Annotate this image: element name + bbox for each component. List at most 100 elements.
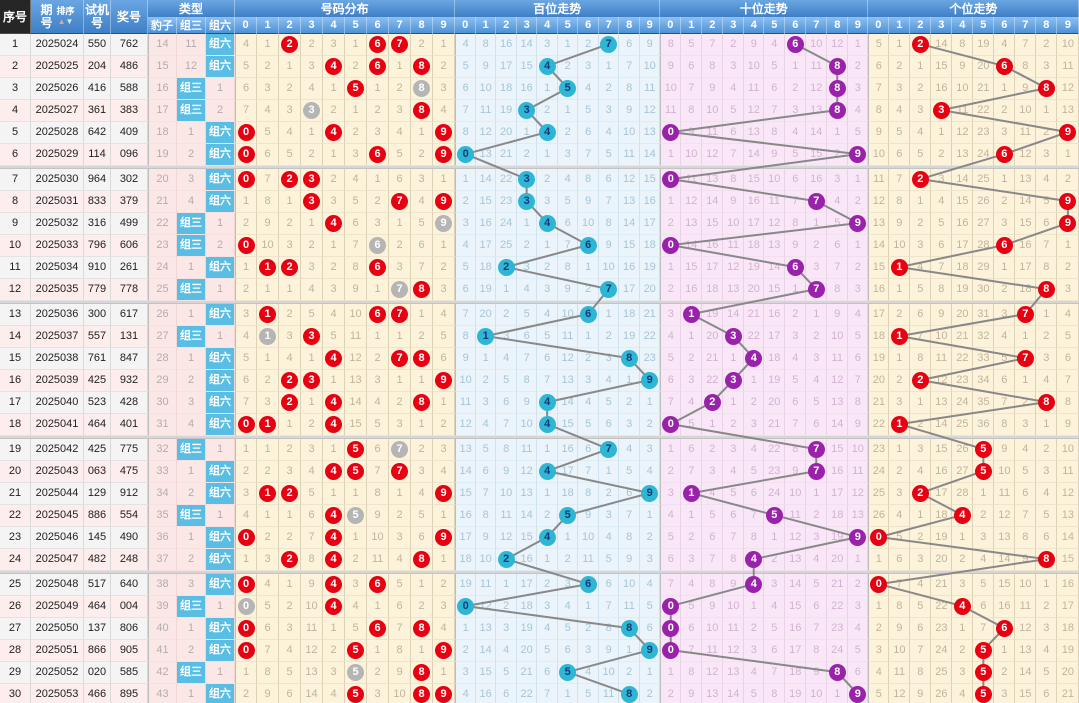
period-cell: 2025032: [31, 213, 84, 235]
hundreds-cell: 12: [476, 596, 497, 618]
hundreds-cell: 10: [619, 122, 641, 144]
hundreds-cell: 1: [496, 279, 518, 301]
dist-digit-circle: 9: [435, 214, 453, 232]
units-cell: 8: [868, 100, 890, 122]
tens-digit-circle: 4: [745, 550, 763, 568]
hundreds-cell: 1: [537, 439, 559, 461]
dist-cell: 11: [301, 618, 324, 640]
hundreds-cell: 4: [537, 56, 559, 78]
hundreds-cell: 5: [455, 257, 477, 279]
hundreds-cell: 13: [558, 370, 579, 392]
units-cell: 9: [1057, 414, 1079, 436]
hundreds-cell: 18: [496, 78, 518, 100]
hundreds-cell: 3: [517, 257, 538, 279]
units-cell: 12: [1015, 144, 1037, 166]
hundreds-cell: 8: [619, 618, 641, 640]
units-cell: 5: [1015, 461, 1037, 483]
tens-cell: 1: [660, 662, 682, 684]
hundreds-cell: 5: [578, 100, 600, 122]
sort-desc-icon[interactable]: ▼: [65, 17, 74, 26]
units-cell: 3: [910, 100, 932, 122]
units-cell: 9: [1057, 191, 1079, 213]
units-cell: 5: [910, 596, 932, 618]
dist-digit-circle: 0: [237, 528, 255, 546]
units-cell: 1: [1036, 100, 1058, 122]
dist-cell: 14: [345, 392, 368, 414]
tens-cell: 2: [723, 414, 745, 436]
units-cell: 7: [868, 78, 890, 100]
units-cell: 3: [1015, 414, 1037, 436]
hundreds-cell: 1: [517, 122, 538, 144]
units-cell: 14: [931, 414, 953, 436]
tens-cell: 11: [723, 618, 745, 640]
tens-cell: 8: [848, 392, 869, 414]
hundreds-cell: 8: [496, 439, 518, 461]
type-cell: 1: [206, 279, 236, 301]
prize-cell: 004: [111, 596, 148, 618]
hundreds-cell: 3: [578, 370, 600, 392]
tens-cell: 16: [827, 461, 849, 483]
dist-digit-circle: 4: [325, 349, 343, 367]
units-cell: 1: [889, 414, 911, 436]
dist-cell: 3: [235, 304, 258, 326]
hundreds-cell: 4: [599, 527, 620, 549]
units-cell: 3: [1036, 144, 1058, 166]
hundreds-cell: 7: [578, 461, 600, 483]
hundreds-cell: 1: [558, 100, 579, 122]
header-digit: 6: [785, 17, 807, 34]
dist-cell: 9: [433, 370, 456, 392]
tens-cell: 13: [764, 235, 786, 257]
units-cell: 9: [931, 304, 953, 326]
dist-cell: 2: [279, 34, 302, 56]
dist-digit-circle: 2: [281, 484, 299, 502]
units-cell: 16: [1057, 574, 1079, 596]
hundreds-digit-circle: 3: [518, 192, 536, 210]
dist-cell: 0: [235, 596, 258, 618]
tens-cell: 16: [702, 235, 724, 257]
hundreds-cell: 8: [619, 348, 641, 370]
type-cell: 2: [206, 100, 236, 122]
units-cell: 1: [889, 439, 911, 461]
tens-digit-circle: 0: [662, 641, 680, 659]
hundreds-cell: 11: [640, 78, 661, 100]
period-cell: 2025048: [31, 574, 84, 596]
hundreds-cell: 1: [640, 662, 661, 684]
hundreds-cell: 4: [537, 414, 559, 436]
dist-cell: 1: [367, 326, 390, 348]
tens-cell: 21: [744, 304, 765, 326]
dist-cell: 4: [323, 56, 346, 78]
dist-cell: 7: [389, 191, 412, 213]
dist-digit-circle: 6: [369, 236, 387, 254]
tens-cell: 1: [785, 56, 807, 78]
units-cell: 1: [973, 483, 995, 505]
units-cell: 8: [952, 34, 974, 56]
dist-cell: 6: [433, 348, 456, 370]
header-distribution: 号码分布: [235, 0, 456, 17]
units-cell: 5: [1057, 326, 1079, 348]
units-digit-circle: 3: [932, 101, 950, 119]
units-cell: 8: [910, 662, 932, 684]
hundreds-cell: 8: [455, 326, 477, 348]
dist-cell: 2: [235, 213, 258, 235]
test-cell: 482: [84, 549, 111, 571]
hundreds-cell: 4: [578, 392, 600, 414]
hundreds-cell: 16: [558, 439, 579, 461]
hundreds-cell: 21: [517, 662, 538, 684]
hundreds-cell: 13: [476, 618, 497, 640]
dist-cell: 8: [257, 191, 280, 213]
dist-digit-circle: 3: [303, 327, 321, 345]
sort-widget[interactable]: 排序 ▲▼: [56, 7, 74, 26]
hundreds-cell: 4: [476, 414, 497, 436]
hundreds-cell: 0: [455, 144, 477, 166]
hundreds-cell: 2: [558, 549, 579, 571]
hundreds-cell: 11: [619, 144, 641, 166]
hundreds-cell: 4: [537, 392, 559, 414]
hundreds-cell: 17: [517, 574, 538, 596]
dist-cell: 2: [301, 414, 324, 436]
type-cell: 1: [177, 684, 206, 703]
hundreds-cell: 1: [640, 392, 661, 414]
tens-cell: 2: [764, 549, 786, 571]
units-cell: 16: [868, 279, 890, 301]
sort-asc-icon[interactable]: ▲: [57, 17, 66, 26]
units-cell: 7: [889, 169, 911, 191]
